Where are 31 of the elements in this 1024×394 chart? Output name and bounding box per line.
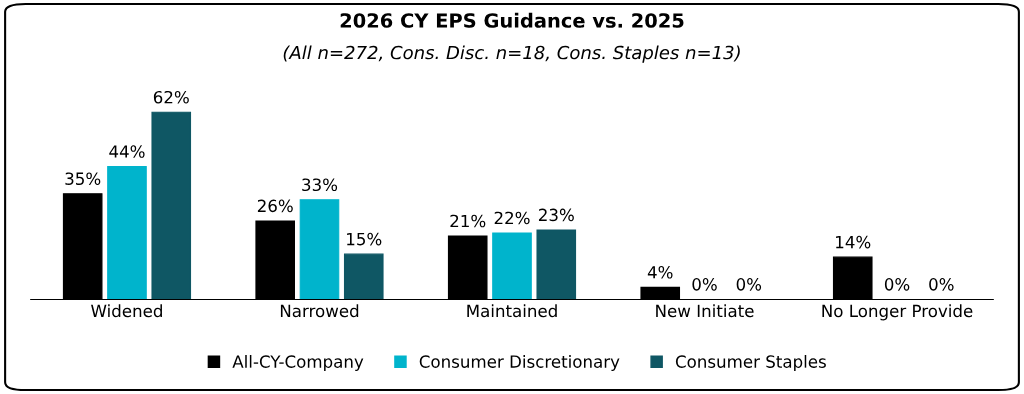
legend-label: Consumer Staples [675, 354, 826, 372]
bar [492, 232, 532, 300]
legend-label: All-CY-Company [232, 354, 364, 372]
bar [536, 229, 577, 300]
data-label: 15% [347, 232, 382, 246]
data-label: 35% [65, 172, 101, 186]
chart-title: 2026 CY EPS Guidance vs. 2025 [340, 12, 684, 28]
data-label: 0% [736, 278, 762, 291]
data-label: 33% [302, 178, 338, 192]
data-label: 22% [494, 211, 530, 225]
data-label: 44% [109, 145, 145, 158]
bar [343, 253, 384, 300]
x-tick-label: Narrowed [280, 304, 359, 318]
bar [107, 166, 147, 300]
data-label: 0% [929, 278, 954, 291]
x-tick-label: Maintained [467, 304, 557, 318]
chart-subtitle: (All n=272, Cons. Disc. n=18, Cons. Staples n=13) [283, 45, 740, 63]
bar [299, 199, 340, 300]
data-label: 0% [692, 278, 717, 291]
data-label: 26% [257, 199, 293, 213]
bar [151, 111, 192, 300]
legend-label: Consumer Discretionary [419, 354, 620, 372]
data-label: 21% [450, 214, 486, 228]
x-tick-label: Widened [91, 304, 162, 318]
data-label: 4% [647, 265, 673, 279]
data-label: 62% [153, 90, 189, 104]
data-label: 0% [884, 278, 910, 291]
x-tick-label: New Initiate [656, 304, 754, 318]
data-label: 14% [836, 235, 871, 249]
data-label: 23% [538, 208, 574, 222]
x-tick-label: No Longer Provide [822, 304, 973, 321]
